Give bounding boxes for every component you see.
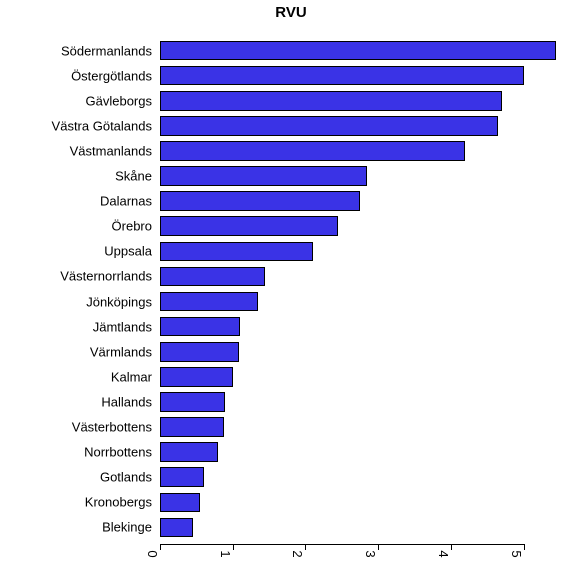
category-label: Västerbottens bbox=[72, 420, 160, 435]
bar bbox=[160, 66, 524, 86]
category-label: Gotlands bbox=[100, 470, 160, 485]
category-label: Örebro bbox=[112, 219, 160, 234]
category-label: Jönköpings bbox=[86, 294, 160, 309]
x-tick-label: 4 bbox=[436, 550, 451, 557]
x-tick bbox=[160, 544, 161, 550]
category-label: Västernorrlands bbox=[60, 269, 160, 284]
bar bbox=[160, 392, 225, 412]
bar bbox=[160, 141, 465, 161]
x-tick-label: 0 bbox=[145, 550, 160, 557]
category-label: Gävleborgs bbox=[86, 93, 160, 108]
bar bbox=[160, 417, 224, 437]
category-label: Västmanlands bbox=[70, 143, 160, 158]
x-axis: 012345 bbox=[160, 544, 560, 584]
x-tick-label: 1 bbox=[218, 550, 233, 557]
bar-row: Västra Götalands bbox=[160, 116, 560, 136]
category-label: Hallands bbox=[101, 394, 160, 409]
x-tick bbox=[451, 544, 452, 550]
bar-row: Kalmar bbox=[160, 367, 560, 387]
bar bbox=[160, 442, 218, 462]
bar bbox=[160, 166, 367, 186]
bar-row: Skåne bbox=[160, 166, 560, 186]
bar-row: Dalarnas bbox=[160, 191, 560, 211]
bar-row: Blekinge bbox=[160, 518, 560, 538]
bar bbox=[160, 467, 204, 487]
category-label: Skåne bbox=[115, 169, 160, 184]
category-label: Jämtlands bbox=[93, 319, 160, 334]
x-tick bbox=[378, 544, 379, 550]
bar-row: Örebro bbox=[160, 216, 560, 236]
category-label: Kalmar bbox=[111, 369, 160, 384]
chart-title: RVU bbox=[0, 4, 582, 21]
x-tick-label: 5 bbox=[509, 550, 524, 557]
category-label: Uppsala bbox=[104, 244, 160, 259]
plot-area: Södermanlands Östergötlands Gävleborgs Väst… bbox=[160, 38, 560, 540]
bar-row: Uppsala bbox=[160, 242, 560, 262]
category-label: Östergötlands bbox=[71, 68, 160, 83]
category-label: Dalarnas bbox=[100, 194, 160, 209]
x-tick-label: 3 bbox=[363, 550, 378, 557]
bar-row: Norrbottens bbox=[160, 442, 560, 462]
x-axis-line bbox=[160, 544, 524, 551]
bar bbox=[160, 267, 265, 287]
bar-row: Södermanlands bbox=[160, 41, 560, 61]
bar-row: Kronobergs bbox=[160, 493, 560, 513]
bar bbox=[160, 216, 338, 236]
bar-row: Värmlands bbox=[160, 342, 560, 362]
category-label: Värmlands bbox=[90, 344, 160, 359]
bar bbox=[160, 41, 556, 61]
bar bbox=[160, 292, 258, 312]
bar-row: Gotlands bbox=[160, 467, 560, 487]
bar-row: Västerbottens bbox=[160, 417, 560, 437]
bar bbox=[160, 91, 502, 111]
rvu-chart: RVU SödermanlandsÖstergötlandsGävleborgs… bbox=[0, 0, 582, 583]
bar-row: Västmanlands bbox=[160, 141, 560, 161]
category-label: Södermanlands bbox=[61, 43, 160, 58]
bar-row: Östergötlands bbox=[160, 66, 560, 86]
bar bbox=[160, 191, 360, 211]
bar-row: Jönköpings bbox=[160, 292, 560, 312]
bar bbox=[160, 242, 313, 262]
category-label: Kronobergs bbox=[85, 495, 160, 510]
x-tick-label: 2 bbox=[290, 550, 305, 557]
bar bbox=[160, 518, 193, 538]
bar-row: Gävleborgs bbox=[160, 91, 560, 111]
bar-row: Västernorrlands bbox=[160, 267, 560, 287]
bar bbox=[160, 342, 239, 362]
x-tick bbox=[233, 544, 234, 550]
category-label: Västra Götalands bbox=[52, 118, 160, 133]
category-label: Blekinge bbox=[102, 520, 160, 535]
category-label: Norrbottens bbox=[84, 445, 160, 460]
bar-row: Hallands bbox=[160, 392, 560, 412]
bar bbox=[160, 317, 240, 337]
x-tick bbox=[524, 544, 525, 550]
x-tick bbox=[305, 544, 306, 550]
bar bbox=[160, 367, 233, 387]
bar-row: Jämtlands bbox=[160, 317, 560, 337]
bar bbox=[160, 116, 498, 136]
bar bbox=[160, 493, 200, 513]
